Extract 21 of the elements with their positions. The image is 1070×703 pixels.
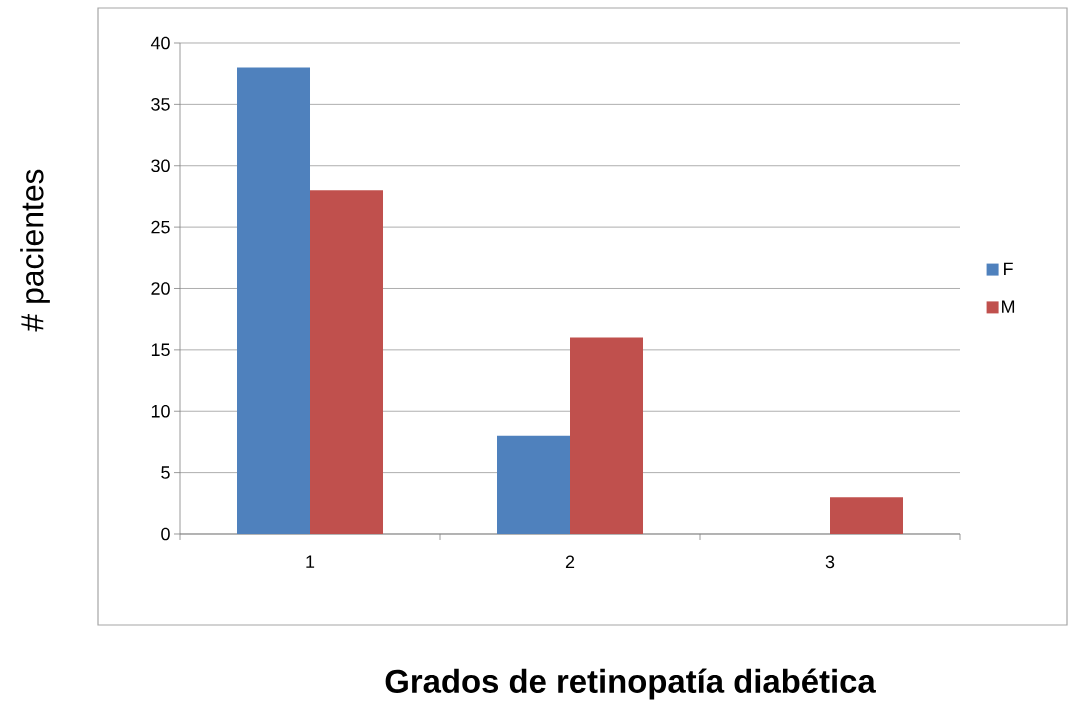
bar	[497, 435, 570, 535]
bar	[830, 497, 903, 535]
x-tick-label: 3	[825, 555, 835, 569]
bar	[237, 67, 311, 535]
legend-label: M	[1002, 300, 1015, 313]
x-tick-label: 2	[565, 555, 575, 569]
y-tick-label: 20	[151, 282, 170, 295]
bar	[570, 337, 644, 535]
y-tick-label: 15	[151, 343, 170, 357]
y-tick-label: 10	[151, 405, 170, 418]
y-tick-label: 5	[161, 466, 170, 479]
y-tick-label: 35	[151, 98, 170, 111]
y-axis-title: # pacientes	[20, 169, 50, 332]
y-tick-label: 40	[150, 36, 170, 50]
legend-label: F	[1004, 262, 1013, 276]
x-axis-title: Grados de retinopatía diabética	[385, 668, 876, 700]
y-tick-label: 0	[161, 527, 170, 541]
y-tick-label: 25	[151, 220, 170, 234]
y-tick-label: 30	[151, 159, 170, 173]
bar	[310, 190, 384, 535]
x-tick-label: 1	[306, 555, 315, 568]
